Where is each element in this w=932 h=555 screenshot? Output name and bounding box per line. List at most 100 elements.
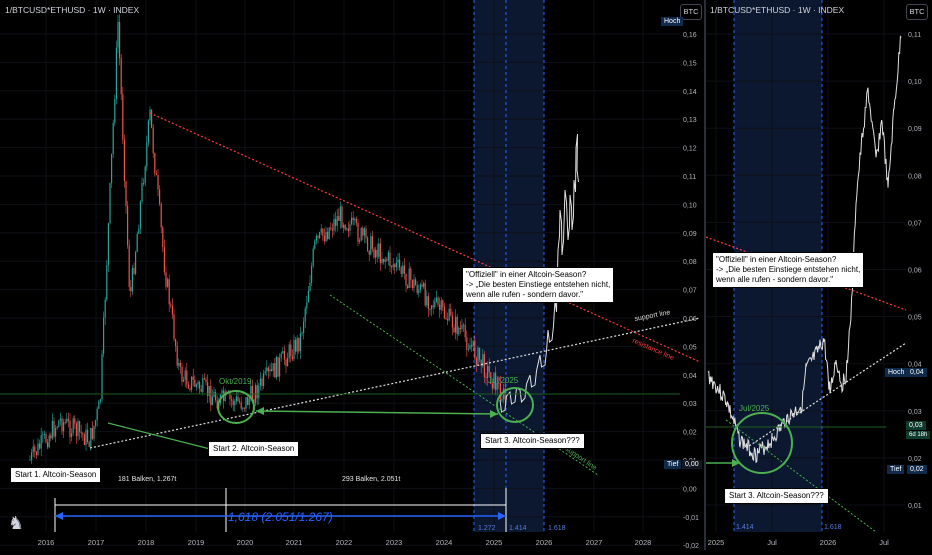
candle-body [109, 183, 111, 224]
right-resistance-trendline [705, 236, 907, 311]
candle-body [29, 459, 31, 461]
price-tick-label: 0,03 [683, 401, 697, 408]
candle-body [96, 408, 98, 421]
time-tick-label: 2023 [386, 538, 403, 547]
candle-body [498, 382, 500, 384]
candle-body [357, 223, 359, 242]
right-symbol-title[interactable]: 1/BTCUSD*ETHUSD · 1W · INDEX [710, 5, 845, 15]
candle-body [445, 317, 447, 320]
candle-body [343, 224, 345, 228]
candle-body [127, 206, 129, 246]
left-chart-canvas[interactable]: 1,618 (2.051/1.267) 181 Balken, 1.267t 2… [0, 0, 704, 550]
right-start3-label: Start 3. Altcoin-Season??? [724, 488, 829, 504]
candle-body [416, 285, 418, 294]
candle-body [149, 109, 151, 121]
candle-body [419, 284, 421, 290]
candle-body [279, 357, 281, 377]
left-price-axis[interactable]: 0,16 0,15 0,14 0,13 0,12 0,11 0,10 0,09 0,08 0,07… [683, 32, 699, 550]
candle-body [208, 385, 210, 397]
candle-body [269, 369, 271, 372]
tradingview-logo-icon[interactable]: ♞ [8, 513, 25, 533]
fib-1618-label: 1.618 [548, 525, 566, 532]
candle-body [467, 349, 469, 351]
candle-body [325, 231, 327, 242]
ratio-label: 1,618 (2.051/1.267) [228, 510, 333, 524]
candle-body [431, 305, 433, 310]
right-chart-panel[interactable]: Jul/2025 1.414 1.618 0,11 0,10 0,09 0,08 0,0… [705, 0, 932, 550]
candle-body [455, 316, 457, 333]
candle-body [424, 283, 426, 306]
price-tick-label: 0,05 [683, 344, 697, 351]
candle-body [386, 259, 388, 261]
candle-body [458, 327, 460, 335]
time-tick-label: 2021 [286, 538, 303, 547]
left-chart-panel[interactable]: 1,618 (2.051/1.267) 181 Balken, 1.267t 2… [0, 0, 704, 550]
resistance-trendline [149, 112, 701, 363]
candle-body [101, 353, 103, 400]
ratio-arrow-left [55, 512, 63, 520]
candle-body [261, 378, 263, 386]
candle-body [471, 345, 473, 347]
price-tick-label: 0,02 [683, 430, 697, 437]
panel-divider[interactable] [704, 0, 706, 550]
arrow-2019-2025 [255, 410, 499, 415]
right-time-axis[interactable]: 2025 Jul 2026 Jul [708, 538, 889, 547]
candle-body [448, 308, 450, 321]
candle-body [461, 325, 463, 329]
left-currency-button[interactable]: BTC [680, 4, 702, 20]
candle-body [392, 264, 394, 268]
price-tick-label: 0,03 [908, 409, 922, 416]
price-tick-label: 0,11 [683, 174, 696, 181]
price-tick-label: 0,08 [683, 259, 697, 266]
candle-body [370, 236, 372, 255]
right-currency-button[interactable]: BTC [906, 4, 928, 20]
candle-body [139, 201, 141, 229]
candle-body [191, 376, 193, 390]
candle-body [234, 401, 236, 406]
candle-body [245, 397, 247, 409]
candle-body [371, 236, 373, 249]
price-tick-label: 0,15 [683, 60, 697, 67]
candle-body [35, 451, 37, 455]
candle-body [242, 407, 244, 409]
candle-body [331, 229, 333, 231]
candle-body [69, 420, 71, 437]
candle-body [99, 399, 101, 402]
candle-body [354, 218, 356, 221]
candle-body [111, 153, 113, 184]
price-tick-label: 0,06 [908, 268, 922, 275]
candle-body [186, 370, 188, 385]
right-green-trendline [725, 419, 877, 533]
candle-body [469, 345, 471, 350]
candle-body [131, 267, 133, 292]
ratio-arrow-right [498, 512, 506, 520]
candle-body [251, 385, 253, 400]
candle-body [53, 420, 55, 437]
candle-body [194, 379, 196, 387]
candle-body [375, 249, 377, 258]
right-price-axis[interactable]: 0,11 0,10 0,09 0,08 0,07 0,06 0,05 0,04 0,03 0,02… [908, 32, 922, 510]
candle-body [90, 427, 92, 447]
candle-body [98, 401, 100, 409]
candle-body [120, 58, 122, 95]
candle-body [203, 378, 205, 380]
candle-body [50, 435, 52, 439]
left-time-axis[interactable]: 2016 2017 2018 2019 2020 2021 2022 2023 2024 2025… [38, 538, 652, 547]
candle-body [439, 304, 441, 310]
candle-body [488, 365, 490, 373]
candle-body [311, 265, 313, 283]
candle-body [138, 228, 140, 235]
candle-body [104, 299, 106, 318]
candle-body [277, 356, 279, 377]
time-tick-label: 2025 [708, 538, 725, 547]
candle-body [266, 367, 268, 372]
price-tick-label: 0,11 [908, 32, 921, 39]
candle-body [336, 216, 338, 226]
left-symbol-title[interactable]: 1/BTCUSD*ETHUSD · 1W · INDEX [5, 5, 140, 15]
start3-label: Start 3. Altcoin-Season??? [480, 433, 585, 449]
candle-body [333, 219, 335, 231]
candle-body [231, 399, 233, 401]
candle-body [130, 286, 132, 292]
candle-body [271, 369, 273, 371]
right-circle-2025 [731, 412, 793, 474]
